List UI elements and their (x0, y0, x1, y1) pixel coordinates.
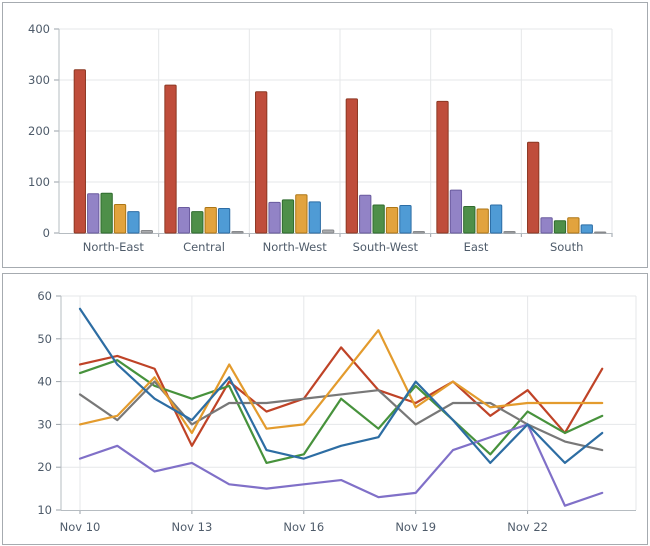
bar-orange[interactable] (385, 207, 399, 234)
x-axis-label: Nov 22 (507, 520, 548, 534)
y-axis-label: 200 (28, 124, 50, 138)
line-series-green[interactable] (78, 359, 604, 465)
bar-gray[interactable] (412, 230, 425, 234)
x-axis-label: Nov 19 (395, 520, 436, 534)
bar-orange[interactable] (295, 194, 308, 234)
x-axis-label: Nov 10 (60, 520, 101, 534)
category-label: South-West (353, 240, 419, 254)
bar-chart[interactable]: 0 100 200 300 400 North-East Central North-West… (3, 3, 647, 267)
y-axis-label: 300 (28, 73, 50, 87)
bar-purple[interactable] (268, 201, 281, 234)
bar-blue[interactable] (580, 224, 593, 234)
bar-purple[interactable] (540, 217, 553, 234)
y-axis-label: 400 (28, 22, 50, 36)
bar-orange[interactable] (567, 217, 580, 234)
bar-red[interactable] (345, 98, 358, 234)
line-chart-panel: 10 20 30 40 50 60 Nov 10 Nov 13 Nov 16 Nov 19 Nov … (2, 273, 648, 545)
y-axis-label: 100 (28, 175, 50, 189)
bar-green[interactable] (372, 204, 385, 234)
bar-red[interactable] (73, 69, 86, 234)
bar-gray[interactable] (594, 231, 607, 234)
bar-green[interactable] (463, 205, 476, 234)
y-axis-label: 30 (37, 417, 52, 431)
bar-blue[interactable] (217, 208, 231, 234)
bar-chart-panel: 0 100 200 300 400 North-East Central North-West… (2, 2, 648, 268)
bar-blue[interactable] (127, 211, 140, 234)
x-axis-label: Nov 16 (283, 520, 324, 534)
y-axis-label: 40 (37, 375, 52, 389)
bar-red[interactable] (527, 141, 540, 234)
bar-blue[interactable] (308, 201, 321, 234)
category-label: Central (183, 240, 225, 254)
bar-purple[interactable] (87, 193, 100, 234)
bar-red[interactable] (164, 84, 177, 234)
bar-green[interactable] (191, 211, 204, 234)
y-axis-label: 20 (37, 460, 52, 474)
category-label: South (550, 240, 583, 254)
line-series-orange[interactable] (78, 329, 604, 435)
bar-green[interactable] (553, 220, 567, 234)
bar-purple[interactable] (177, 207, 191, 234)
bar-purple[interactable] (359, 194, 372, 234)
category-label: North-West (263, 240, 328, 254)
category-label: East (464, 240, 489, 254)
bar-blue[interactable] (399, 204, 412, 234)
line-series-blue[interactable] (78, 307, 604, 465)
bar-orange[interactable] (476, 208, 489, 234)
y-axis-label: 0 (43, 226, 50, 240)
y-axis-label: 50 (37, 332, 52, 346)
bar-gray[interactable] (322, 229, 335, 234)
category-label: North-East (83, 240, 145, 254)
line-series-purple[interactable] (78, 423, 604, 507)
bar-orange[interactable] (204, 207, 217, 234)
x-axis-label: Nov 13 (172, 520, 213, 534)
bar-gray[interactable] (140, 229, 153, 234)
bar-green[interactable] (100, 192, 113, 234)
bar-green[interactable] (281, 199, 295, 234)
bar-red[interactable] (255, 91, 268, 234)
line-series-red[interactable] (78, 346, 604, 447)
bar-gray[interactable] (231, 230, 244, 234)
y-axis-label: 60 (37, 289, 52, 303)
y-axis-label: 10 (37, 503, 52, 517)
bar-orange[interactable] (113, 203, 127, 234)
bar-purple[interactable] (449, 189, 463, 234)
bar-blue[interactable] (489, 204, 503, 234)
bar-gray[interactable] (503, 230, 516, 234)
bar-red[interactable] (436, 100, 449, 234)
line-chart[interactable]: 10 20 30 40 50 60 Nov 10 Nov 13 Nov 16 Nov 19 Nov … (3, 274, 647, 544)
